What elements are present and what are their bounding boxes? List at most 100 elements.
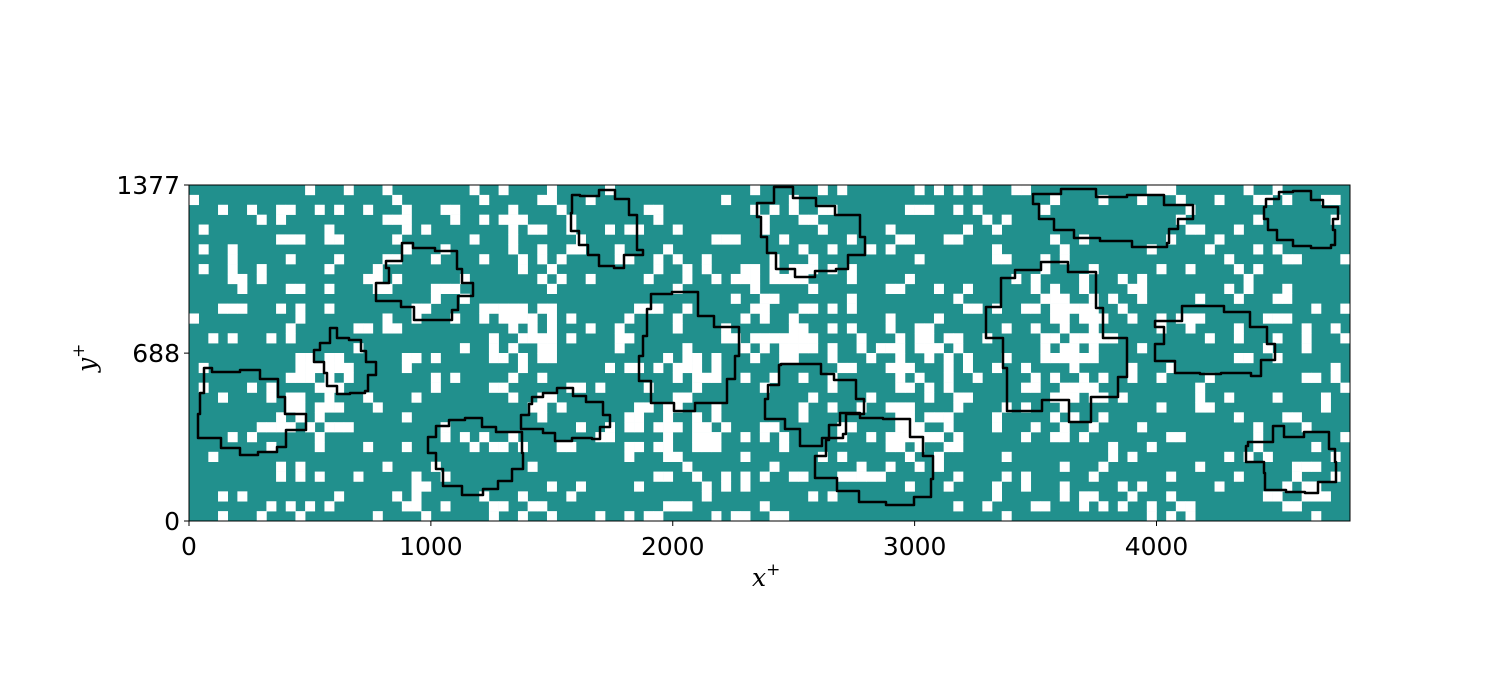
heatmap-cell: [382, 283, 393, 294]
heatmap-cell: [943, 234, 954, 245]
heatmap-cell: [1069, 303, 1080, 314]
heatmap-cell: [324, 303, 335, 314]
heatmap-cell: [411, 303, 422, 314]
heatmap-cell: [856, 333, 867, 344]
heatmap-cell: [585, 323, 596, 334]
heatmap-cell: [750, 333, 761, 344]
heatmap-cell: [769, 293, 780, 304]
heatmap-cell: [459, 343, 470, 354]
heatmap-cell: [605, 224, 615, 235]
heatmap-cell: [895, 432, 906, 443]
heatmap-cell: [730, 234, 741, 245]
heatmap-cell: [963, 362, 973, 374]
heatmap-cell: [846, 303, 857, 314]
heatmap-cell: [276, 303, 287, 314]
heatmap-cell: [1272, 333, 1283, 344]
heatmap-cell: [721, 323, 732, 334]
heatmap-cell: [546, 511, 557, 522]
heatmap-cell: [701, 422, 712, 433]
heatmap-cell: [653, 362, 664, 374]
heatmap-cell: [788, 323, 799, 334]
heatmap-cell: [866, 392, 877, 403]
heatmap-cell: [276, 234, 287, 245]
heatmap-cell: [537, 372, 548, 383]
y-tick-label: 1377: [116, 171, 180, 200]
heatmap-cell: [1088, 422, 1099, 433]
heatmap-cell: [1166, 511, 1177, 522]
heatmap-cell: [1195, 293, 1206, 304]
heatmap-cell: [750, 353, 761, 364]
heatmap-cell: [527, 402, 538, 413]
heatmap-cell: [721, 481, 732, 492]
heatmap-cell: [943, 382, 954, 393]
heatmap-cell: [324, 372, 335, 383]
heatmap-cell: [701, 372, 712, 383]
heatmap-cell: [1214, 194, 1225, 206]
heatmap-cell: [846, 422, 857, 433]
heatmap-cell: [1301, 491, 1312, 502]
heatmap-cell: [1050, 353, 1061, 364]
heatmap-cell: [798, 264, 809, 275]
heatmap-cell: [266, 422, 277, 433]
heatmap-cell: [1021, 185, 1032, 196]
heatmap-cell: [1233, 471, 1244, 482]
heatmap-cell: [1272, 244, 1283, 255]
heatmap-cell: [508, 303, 519, 314]
heatmap-cell: [440, 432, 451, 443]
heatmap-cell: [576, 244, 586, 255]
heatmap-cell: [546, 185, 557, 196]
heatmap-cell: [837, 422, 848, 433]
heatmap-cell: [1253, 244, 1264, 255]
heatmap-cell: [653, 471, 664, 482]
heatmap-cell: [1311, 461, 1322, 472]
heatmap-cell: [1301, 461, 1312, 472]
heatmap-cell: [711, 511, 722, 522]
heatmap-cell: [556, 254, 567, 265]
heatmap-area: [189, 185, 1351, 522]
heatmap-cell: [1166, 491, 1177, 502]
heatmap-cell: [953, 471, 964, 482]
heatmap-cell: [663, 402, 674, 413]
heatmap-cell: [1088, 293, 1099, 304]
heatmap-cell: [885, 432, 896, 443]
heatmap-cell: [372, 402, 383, 413]
heatmap-cell: [1272, 491, 1283, 502]
heatmap-cell: [1156, 402, 1167, 413]
heatmap-cell: [701, 481, 712, 492]
heatmap-cell: [314, 204, 325, 215]
heatmap-cell: [759, 382, 770, 393]
heatmap-cell: [450, 204, 461, 215]
heatmap-cell: [692, 372, 703, 383]
heatmap-cell: [479, 491, 490, 502]
heatmap-cell: [663, 412, 674, 423]
heatmap-cell: [1233, 224, 1244, 235]
heatmap-cell: [953, 441, 964, 453]
heatmap-cell: [1001, 323, 1012, 334]
heatmap-cell: [566, 441, 577, 453]
heatmap-cell: [256, 214, 267, 225]
heatmap-cell: [914, 333, 925, 344]
heatmap-cell: [953, 343, 964, 354]
heatmap-cell: [1098, 501, 1109, 512]
heatmap-cell: [1079, 283, 1090, 294]
heatmap-cell: [295, 313, 306, 324]
heatmap-cell: [750, 185, 761, 196]
heatmap-cell: [1320, 392, 1331, 403]
heatmap-cell: [759, 303, 770, 314]
heatmap-cell: [1059, 254, 1070, 265]
heatmap-cell: [653, 441, 664, 453]
heatmap-cell: [1262, 343, 1273, 354]
heatmap-cell: [488, 441, 499, 453]
heatmap-cell: [953, 392, 964, 403]
heatmap-cell: [788, 313, 799, 324]
heatmap-cell: [663, 244, 674, 255]
heatmap-cell: [498, 353, 509, 364]
heatmap-cell: [653, 511, 664, 522]
heatmap-cell: [672, 254, 683, 265]
heatmap-cell: [914, 372, 925, 383]
heatmap-cell: [295, 412, 306, 423]
heatmap-cell: [1050, 392, 1061, 403]
heatmap-cell: [1040, 353, 1051, 364]
heatmap-cell: [1079, 382, 1090, 393]
heatmap-cell: [430, 254, 441, 265]
